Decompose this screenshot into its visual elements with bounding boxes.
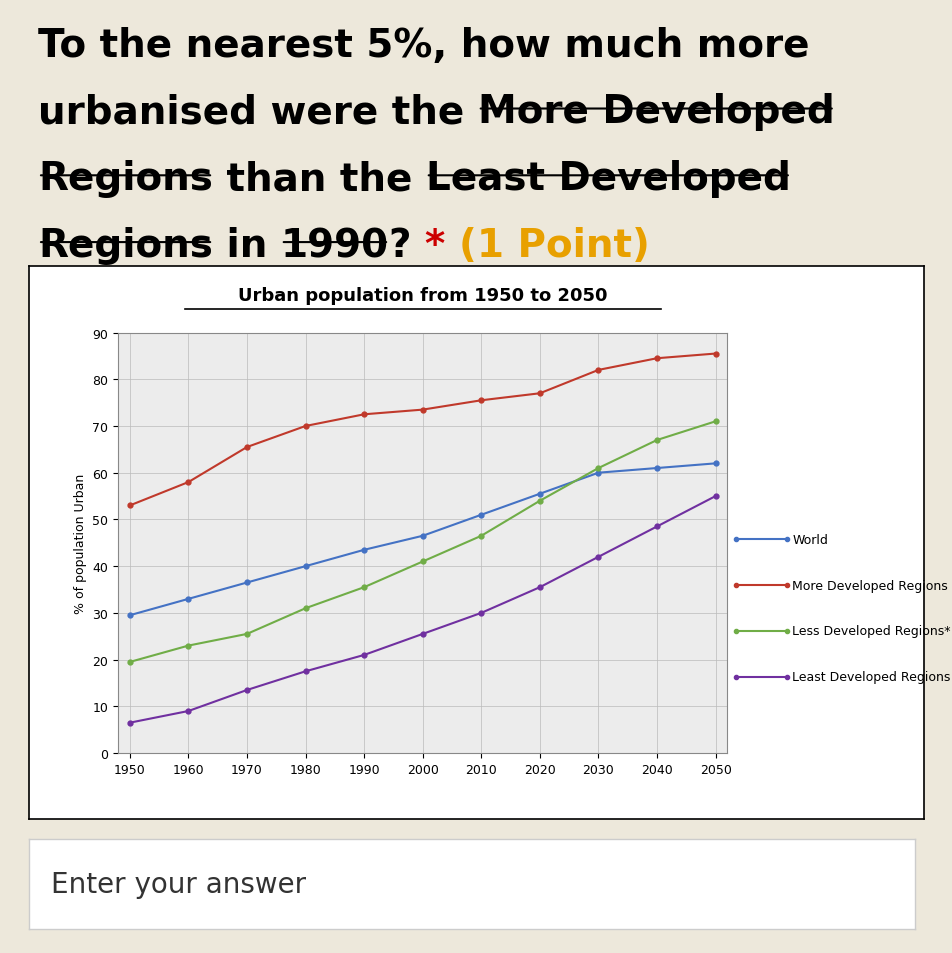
Text: Least Developed: Least Developed <box>426 160 790 198</box>
Text: in: in <box>212 227 281 265</box>
Text: urbanised were the: urbanised were the <box>38 93 477 132</box>
Text: Least Developed Regions: Least Developed Regions <box>791 671 950 683</box>
Text: To the nearest 5%, how much more: To the nearest 5%, how much more <box>38 27 809 65</box>
Text: Urban population from 1950 to 2050: Urban population from 1950 to 2050 <box>238 287 606 305</box>
Text: More Developed Regions: More Developed Regions <box>791 579 947 592</box>
Text: *: * <box>425 227 458 265</box>
Text: ?: ? <box>388 227 425 265</box>
Text: (1 Point): (1 Point) <box>458 227 649 265</box>
Text: More Developed: More Developed <box>477 93 834 132</box>
Text: Regions: Regions <box>38 160 212 198</box>
Text: Regions: Regions <box>38 227 212 265</box>
Text: World: World <box>791 534 827 546</box>
Y-axis label: % of population Urban: % of population Urban <box>74 473 87 614</box>
Text: Enter your answer: Enter your answer <box>50 870 306 898</box>
Text: 1990: 1990 <box>281 227 388 265</box>
Text: Less Developed Regions*: Less Developed Regions* <box>791 625 950 638</box>
Text: than the: than the <box>212 160 426 198</box>
